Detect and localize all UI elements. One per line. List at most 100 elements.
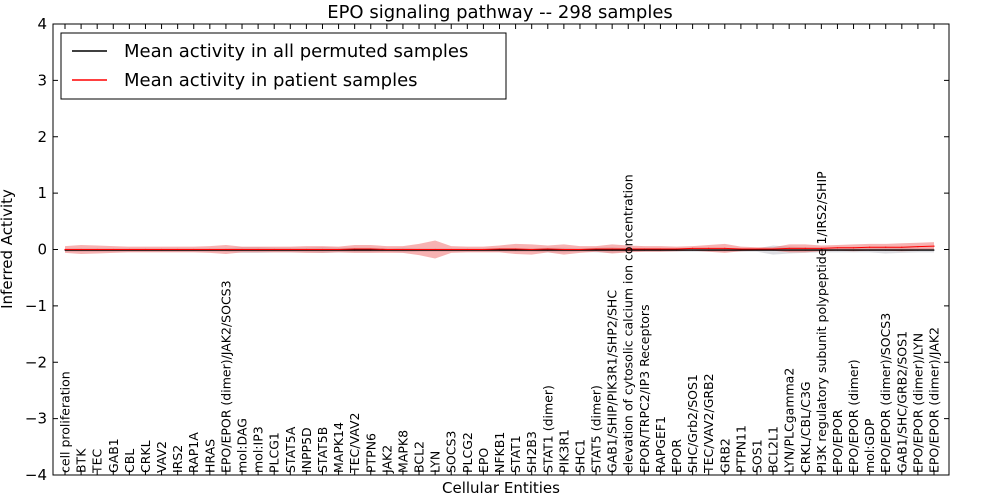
legend-box	[60, 32, 507, 100]
data-point-patient-35	[627, 248, 629, 250]
data-point-patient-12	[257, 248, 259, 251]
data-point-patient-8	[193, 248, 195, 251]
data-point-permuted-46	[804, 249, 806, 251]
data-point-permuted-51	[885, 249, 887, 251]
x-tick-label-10: EPO/EPOR (dimer)/JAK2/SOCS3	[218, 280, 233, 473]
x-tick-label-29: SH2B3	[524, 431, 539, 473]
data-point-permuted-43	[756, 249, 758, 251]
x-tick-label-3: GAB1	[106, 438, 121, 473]
data-point-patient-16	[321, 248, 324, 251]
x-tick-label-12: mol:IP3	[251, 426, 266, 473]
data-point-permuted-50	[869, 249, 871, 251]
data-point-patient-41	[724, 247, 726, 249]
x-tick-label-42: PTPN11	[733, 425, 748, 473]
data-point-permuted-41	[724, 249, 726, 251]
x-tick-label-26: EPO	[476, 448, 491, 473]
data-point-permuted-34	[611, 249, 613, 251]
x-tick-label-52: GAB1/SHC/GRB2/SOS1	[894, 331, 909, 473]
x-tick-label-53: EPO/EPOR (dimer)/LYN	[910, 333, 925, 473]
data-point-patient-48	[836, 247, 839, 249]
x-tick-label-39: SHC/Grb2/SOS1	[685, 374, 700, 473]
data-point-patient-22	[418, 248, 420, 251]
data-point-patient-32	[579, 248, 581, 251]
data-point-patient-18	[354, 248, 356, 250]
data-point-permuted-45	[788, 249, 790, 251]
x-tick-label-49: EPO/EPOR (dimer)	[846, 359, 861, 473]
data-point-patient-52	[901, 246, 903, 248]
x-tick-label-54: EPO/EPOR (dimer)/JAK2	[927, 327, 942, 473]
x-tick-label-14: STAT5A	[283, 426, 298, 473]
data-point-patient-21	[402, 248, 404, 251]
data-point-patient-28	[514, 248, 517, 250]
data-point-patient-13	[273, 248, 275, 251]
data-point-patient-34	[611, 248, 613, 250]
data-point-permuted-52	[901, 249, 903, 251]
x-tick-label-13: PLCG1	[267, 432, 282, 473]
y-tick-label-7: −3	[25, 410, 47, 428]
data-point-permuted-38	[675, 249, 678, 251]
data-point-patient-37	[659, 248, 662, 250]
data-point-permuted-44	[772, 249, 774, 251]
x-tick-label-20: JAK2	[379, 445, 394, 474]
legend-label-patient: Mean activity in patient samples	[124, 70, 418, 91]
x-tick-label-27: NFKB1	[492, 432, 507, 473]
x-tick-label-37: RAPGEF1	[653, 416, 668, 473]
data-point-patient-33	[595, 248, 597, 250]
x-tick-label-48: EPO/EPOR	[830, 409, 845, 473]
x-tick-label-43: SOS1	[749, 439, 764, 473]
data-point-patient-24	[450, 248, 452, 251]
data-point-patient-10	[225, 248, 227, 251]
x-tick-label-38: EPOR	[669, 439, 684, 473]
data-point-patient-23	[434, 248, 436, 251]
x-tick-label-32: SHC1	[572, 439, 587, 473]
y-tick-label-6: −2	[25, 353, 47, 371]
data-point-permuted-39	[692, 249, 694, 251]
x-tick-label-7: IRS2	[170, 445, 185, 473]
data-point-patient-44	[772, 248, 774, 250]
x-tick-label-22: BCL2	[412, 441, 427, 473]
data-point-patient-46	[804, 247, 806, 249]
data-point-permuted-47	[820, 249, 822, 251]
data-point-patient-40	[708, 247, 710, 249]
x-tick-label-40: TEC/VAV2/GRB2	[701, 373, 716, 474]
data-point-permuted-19	[370, 249, 372, 251]
data-point-patient-9	[209, 248, 211, 251]
x-tick-label-41: GRB2	[717, 438, 732, 473]
data-point-patient-31	[563, 248, 565, 251]
y-tick-label-5: −1	[25, 297, 47, 315]
data-point-permuted-48	[836, 249, 839, 251]
data-point-permuted-27	[498, 249, 501, 251]
data-point-patient-39	[692, 247, 694, 249]
data-point-patient-26	[482, 248, 485, 251]
data-point-patient-47	[820, 247, 822, 249]
x-tick-label-4: CBL	[122, 449, 137, 473]
data-point-patient-0	[64, 248, 66, 251]
data-point-patient-27	[498, 248, 501, 250]
x-tick-label-51: EPO/EPOR (dimer)/SOCS3	[878, 313, 893, 473]
x-tick-label-35: elevation of cytosolic calcium ion conce…	[621, 174, 636, 473]
data-point-patient-15	[305, 248, 307, 251]
x-tick-label-47: PI3K regulatory subunit polypeptide 1/IR…	[814, 171, 829, 473]
data-point-patient-17	[337, 248, 340, 251]
data-point-patient-7	[177, 248, 179, 251]
data-point-patient-14	[289, 248, 291, 251]
x-tick-label-36: EPOR/TRPC2/IP3 Receptors	[637, 304, 652, 473]
x-tick-label-23: LYN	[428, 451, 443, 473]
x-tick-label-1: BTK	[74, 448, 89, 473]
chart-title: EPO signaling pathway -- 298 samples	[327, 2, 673, 23]
y-tick-layer: 4 3 2 1 0 −1 −2 −3 −4	[25, 15, 949, 484]
x-tick-label-9: HRAS	[202, 439, 217, 473]
x-tick-label-0: cell proliferation	[58, 371, 73, 473]
data-point-permuted-42	[740, 249, 742, 251]
y-tick-label-4: 0	[37, 241, 47, 259]
data-point-patient-53	[917, 246, 919, 248]
y-tick-label-8: −4	[25, 466, 47, 484]
data-point-patient-54	[933, 245, 935, 247]
data-point-patient-36	[643, 248, 645, 250]
data-point-patient-20	[386, 248, 388, 251]
y-tick-label-2: 2	[37, 128, 47, 146]
x-tick-label-30: STAT1 (dimer)	[540, 385, 555, 473]
x-tick-label-16: STAT5B	[315, 427, 330, 473]
data-point-patient-38	[675, 248, 678, 250]
x-tick-label-25: PLCG2	[460, 432, 475, 473]
